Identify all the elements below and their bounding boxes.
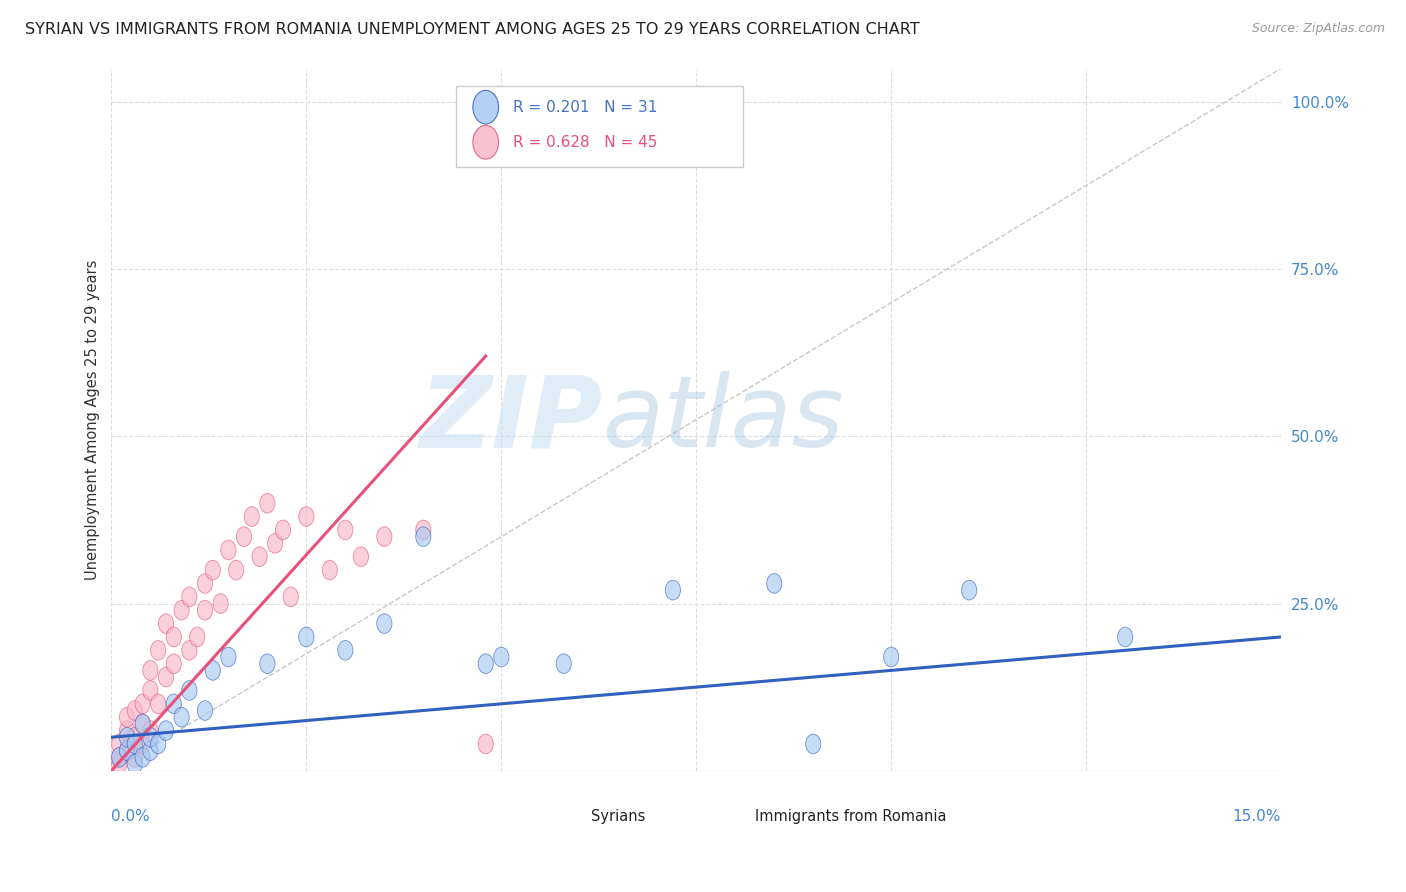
Ellipse shape xyxy=(197,701,212,721)
Y-axis label: Unemployment Among Ages 25 to 29 years: Unemployment Among Ages 25 to 29 years xyxy=(86,260,100,580)
Ellipse shape xyxy=(283,587,298,607)
Ellipse shape xyxy=(883,648,898,667)
Ellipse shape xyxy=(181,681,197,700)
Ellipse shape xyxy=(143,728,157,747)
Ellipse shape xyxy=(111,747,127,767)
Ellipse shape xyxy=(205,661,221,681)
Ellipse shape xyxy=(150,694,166,714)
Ellipse shape xyxy=(143,721,157,740)
Ellipse shape xyxy=(478,654,494,673)
Ellipse shape xyxy=(197,574,212,593)
Ellipse shape xyxy=(120,741,135,761)
Ellipse shape xyxy=(322,560,337,580)
Ellipse shape xyxy=(127,747,142,767)
Ellipse shape xyxy=(166,654,181,673)
Ellipse shape xyxy=(159,667,173,687)
Text: ZIP: ZIP xyxy=(419,371,603,468)
Ellipse shape xyxy=(143,661,157,681)
Ellipse shape xyxy=(260,493,276,513)
Ellipse shape xyxy=(181,640,197,660)
Ellipse shape xyxy=(150,734,166,754)
Ellipse shape xyxy=(221,541,236,560)
Ellipse shape xyxy=(1118,627,1133,647)
Ellipse shape xyxy=(120,741,135,761)
Ellipse shape xyxy=(135,714,150,734)
Ellipse shape xyxy=(212,594,228,614)
Ellipse shape xyxy=(665,581,681,600)
Ellipse shape xyxy=(472,90,499,124)
Ellipse shape xyxy=(135,747,150,767)
FancyBboxPatch shape xyxy=(558,809,583,825)
Ellipse shape xyxy=(353,547,368,566)
Ellipse shape xyxy=(377,614,392,633)
Text: 15.0%: 15.0% xyxy=(1233,809,1281,824)
Ellipse shape xyxy=(127,754,142,774)
Text: atlas: atlas xyxy=(603,371,845,468)
Ellipse shape xyxy=(252,547,267,566)
Ellipse shape xyxy=(557,654,571,673)
Ellipse shape xyxy=(766,574,782,593)
Ellipse shape xyxy=(159,721,173,740)
Text: R = 0.201   N = 31: R = 0.201 N = 31 xyxy=(513,100,657,115)
Ellipse shape xyxy=(276,520,291,540)
Ellipse shape xyxy=(236,527,252,547)
Text: Immigrants from Romania: Immigrants from Romania xyxy=(755,809,946,824)
Ellipse shape xyxy=(166,694,181,714)
Ellipse shape xyxy=(197,600,212,620)
Text: 0.0%: 0.0% xyxy=(111,809,150,824)
Ellipse shape xyxy=(127,728,142,747)
Ellipse shape xyxy=(159,614,173,633)
Ellipse shape xyxy=(245,507,259,526)
Ellipse shape xyxy=(120,721,135,740)
Ellipse shape xyxy=(120,728,135,747)
Ellipse shape xyxy=(298,507,314,526)
Ellipse shape xyxy=(135,714,150,734)
Ellipse shape xyxy=(127,734,142,754)
Ellipse shape xyxy=(221,648,236,667)
Ellipse shape xyxy=(267,533,283,553)
Ellipse shape xyxy=(377,527,392,547)
Ellipse shape xyxy=(120,707,135,727)
Ellipse shape xyxy=(190,627,205,647)
Ellipse shape xyxy=(229,560,243,580)
Text: R = 0.628   N = 45: R = 0.628 N = 45 xyxy=(513,135,657,150)
Ellipse shape xyxy=(150,640,166,660)
Ellipse shape xyxy=(135,734,150,754)
Ellipse shape xyxy=(127,701,142,721)
Ellipse shape xyxy=(416,520,430,540)
Ellipse shape xyxy=(478,734,494,754)
Ellipse shape xyxy=(337,640,353,660)
Ellipse shape xyxy=(166,627,181,647)
Ellipse shape xyxy=(337,520,353,540)
Ellipse shape xyxy=(494,648,509,667)
Ellipse shape xyxy=(472,126,499,159)
Ellipse shape xyxy=(111,747,127,767)
Ellipse shape xyxy=(143,681,157,700)
Ellipse shape xyxy=(111,754,127,774)
Ellipse shape xyxy=(174,600,190,620)
Ellipse shape xyxy=(416,527,430,547)
FancyBboxPatch shape xyxy=(723,809,748,825)
Ellipse shape xyxy=(806,734,821,754)
FancyBboxPatch shape xyxy=(457,86,742,167)
Ellipse shape xyxy=(143,741,157,761)
Ellipse shape xyxy=(135,694,150,714)
Ellipse shape xyxy=(260,654,276,673)
Ellipse shape xyxy=(205,560,221,580)
Ellipse shape xyxy=(298,627,314,647)
Ellipse shape xyxy=(111,734,127,754)
Text: Source: ZipAtlas.com: Source: ZipAtlas.com xyxy=(1251,22,1385,36)
Ellipse shape xyxy=(181,587,197,607)
Ellipse shape xyxy=(174,707,190,727)
Text: Syrians: Syrians xyxy=(591,809,645,824)
Ellipse shape xyxy=(962,581,977,600)
Text: SYRIAN VS IMMIGRANTS FROM ROMANIA UNEMPLOYMENT AMONG AGES 25 TO 29 YEARS CORRELA: SYRIAN VS IMMIGRANTS FROM ROMANIA UNEMPL… xyxy=(25,22,920,37)
